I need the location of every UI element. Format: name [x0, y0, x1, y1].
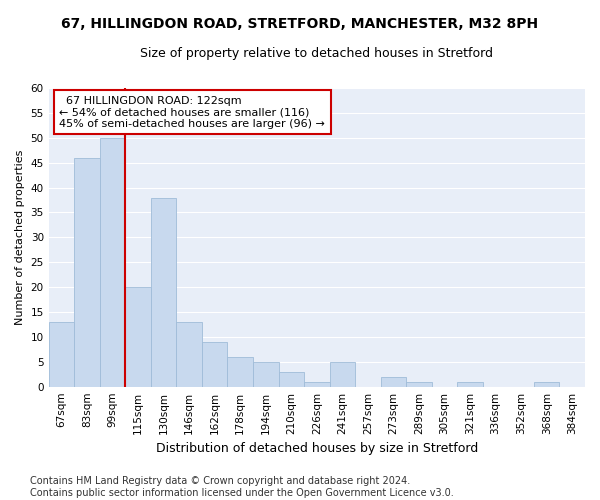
Y-axis label: Number of detached properties: Number of detached properties: [15, 150, 25, 325]
Bar: [278, 372, 304, 386]
Text: Contains HM Land Registry data © Crown copyright and database right 2024.
Contai: Contains HM Land Registry data © Crown c…: [30, 476, 454, 498]
Bar: [49, 322, 74, 386]
Bar: [176, 322, 202, 386]
Bar: [329, 362, 355, 386]
Bar: [202, 342, 227, 386]
Title: Size of property relative to detached houses in Stretford: Size of property relative to detached ho…: [140, 48, 493, 60]
Bar: [406, 382, 432, 386]
Text: 67, HILLINGDON ROAD, STRETFORD, MANCHESTER, M32 8PH: 67, HILLINGDON ROAD, STRETFORD, MANCHEST…: [61, 18, 539, 32]
Bar: [227, 357, 253, 386]
Bar: [380, 376, 406, 386]
Bar: [100, 138, 125, 386]
Bar: [151, 198, 176, 386]
Text: 67 HILLINGDON ROAD: 122sqm
← 54% of detached houses are smaller (116)
45% of sem: 67 HILLINGDON ROAD: 122sqm ← 54% of deta…: [59, 96, 325, 128]
Bar: [253, 362, 278, 386]
Bar: [534, 382, 559, 386]
X-axis label: Distribution of detached houses by size in Stretford: Distribution of detached houses by size …: [156, 442, 478, 455]
Bar: [304, 382, 329, 386]
Bar: [457, 382, 483, 386]
Bar: [125, 287, 151, 386]
Bar: [74, 158, 100, 386]
